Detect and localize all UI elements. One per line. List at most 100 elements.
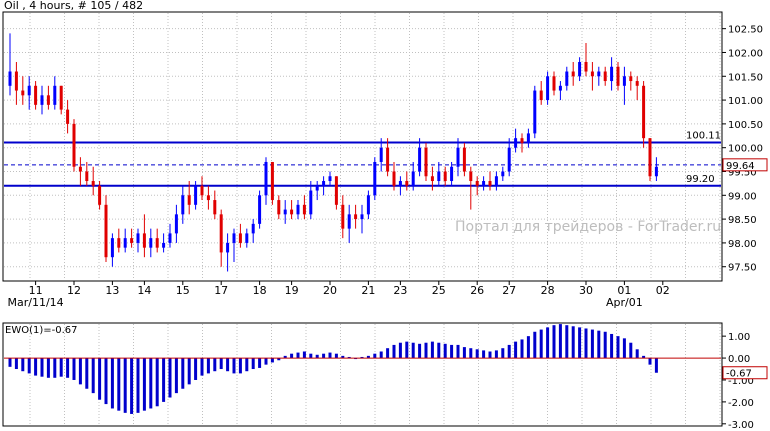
candle-body bbox=[53, 85, 57, 105]
candle-body bbox=[155, 238, 159, 248]
ewo-value-label: -0.67 bbox=[726, 369, 752, 380]
ewo-bar bbox=[590, 329, 594, 359]
ewo-bar bbox=[85, 358, 89, 389]
ewo-bar bbox=[91, 358, 95, 394]
candle-body bbox=[290, 209, 294, 215]
ewo-bar bbox=[290, 353, 294, 359]
time-tick-label: 25 bbox=[432, 284, 446, 297]
ewo-bar bbox=[443, 343, 447, 359]
ewo-bar bbox=[162, 358, 166, 402]
ewo-bar bbox=[622, 338, 626, 359]
time-tick-label: 13 bbox=[105, 284, 119, 297]
time-tick-label: 12 bbox=[67, 284, 81, 297]
candle-body bbox=[322, 181, 326, 186]
ewo-bar bbox=[296, 352, 300, 359]
price-tick-label: 101.00 bbox=[728, 96, 763, 107]
candle-body bbox=[194, 185, 198, 205]
ewo-bar bbox=[174, 358, 178, 394]
ewo-bar bbox=[219, 358, 223, 370]
ewo-bar bbox=[21, 358, 25, 372]
candle-body bbox=[302, 204, 306, 215]
candle-body bbox=[418, 147, 422, 172]
ewo-bar bbox=[8, 358, 12, 367]
ewo-bar bbox=[501, 348, 505, 359]
candle-body bbox=[315, 185, 319, 191]
ewo-bars bbox=[8, 324, 658, 414]
ewo-bar bbox=[552, 325, 556, 359]
time-tick-label: 19 bbox=[285, 284, 299, 297]
ewo-bar bbox=[398, 342, 402, 359]
candle-body bbox=[526, 133, 530, 143]
ewo-bar bbox=[270, 358, 274, 363]
candle-body bbox=[59, 85, 63, 110]
price-axis: 102.50 102.00 101.50 101.00 100.50 100.00 99.5… bbox=[722, 25, 768, 274]
ewo-bar bbox=[347, 356, 351, 359]
candle-body bbox=[629, 76, 633, 82]
ewo-bar bbox=[494, 350, 498, 359]
candle-body bbox=[206, 195, 210, 201]
ewo-bar bbox=[520, 339, 524, 359]
candle-body bbox=[539, 90, 543, 101]
ewo-bar bbox=[155, 358, 159, 407]
ewo-grid bbox=[29, 324, 721, 425]
candle-body bbox=[219, 214, 223, 253]
ewo-bar bbox=[123, 358, 127, 413]
candle-body bbox=[552, 76, 556, 91]
ewo-bar bbox=[514, 341, 518, 359]
candle-body bbox=[245, 233, 249, 243]
candle-body bbox=[411, 171, 415, 186]
candle-body bbox=[648, 138, 652, 177]
candle-body bbox=[533, 90, 537, 134]
candle-body bbox=[187, 195, 191, 205]
ewo-bar bbox=[360, 356, 364, 359]
candle-body bbox=[162, 242, 166, 248]
ewo-bar bbox=[392, 344, 396, 359]
candle-body bbox=[238, 233, 242, 243]
price-tick-label: 102.50 bbox=[728, 25, 763, 36]
candle-body bbox=[443, 171, 447, 182]
watermark: Портал для трейдеров - ForTrader.ru bbox=[455, 219, 721, 235]
ewo-bar bbox=[629, 342, 633, 359]
time-sublabel: Apr/01 bbox=[606, 296, 643, 309]
candle-body bbox=[430, 176, 434, 182]
candle-body bbox=[66, 109, 70, 124]
ewo-bar bbox=[571, 326, 575, 359]
ewo-bar bbox=[533, 331, 537, 359]
ewo-bar bbox=[46, 358, 50, 378]
time-tick-label: 27 bbox=[502, 284, 516, 297]
ewo-bar bbox=[379, 351, 383, 359]
time-tick-label: 15 bbox=[176, 284, 190, 297]
candle-body bbox=[46, 95, 50, 105]
ewo-bar bbox=[322, 353, 326, 359]
candle-body bbox=[603, 71, 607, 82]
candle-body bbox=[437, 171, 441, 182]
ewo-bar bbox=[110, 358, 114, 409]
candle-body bbox=[507, 147, 511, 172]
candle-body bbox=[117, 238, 121, 248]
ewo-bar bbox=[654, 358, 658, 373]
candle-body bbox=[558, 85, 562, 91]
time-axis: 11 12 13 14 15 17 18 19 20 21 23 25 26 27 28 30 01 02 Mar/… bbox=[8, 281, 670, 309]
ewo-bar bbox=[72, 358, 76, 380]
ewo-bar bbox=[475, 349, 479, 359]
ewo-bar bbox=[200, 358, 204, 376]
candle-body bbox=[616, 66, 620, 86]
candle-body bbox=[104, 204, 108, 258]
candle-body bbox=[130, 238, 134, 243]
ewo-bar bbox=[411, 342, 415, 359]
ewo-tick-label: 1.00 bbox=[728, 332, 750, 343]
ewo-bar bbox=[206, 358, 210, 374]
ewo-bar bbox=[450, 344, 454, 359]
chart-title: Oil , 4 hours, # 105 / 482 bbox=[4, 0, 143, 12]
time-tick-label: 23 bbox=[393, 284, 407, 297]
ewo-bar bbox=[98, 358, 102, 400]
ewo-bar bbox=[603, 331, 607, 359]
ewo-bar bbox=[251, 358, 255, 370]
candle-body bbox=[110, 238, 114, 258]
price-tick-label: 100.00 bbox=[728, 144, 763, 155]
time-tick-label: 14 bbox=[137, 284, 151, 297]
price-tick-label: 102.00 bbox=[728, 48, 763, 59]
ewo-bar bbox=[264, 358, 268, 365]
level-value-label: 99.64 bbox=[726, 161, 755, 172]
candle-body bbox=[622, 76, 626, 86]
